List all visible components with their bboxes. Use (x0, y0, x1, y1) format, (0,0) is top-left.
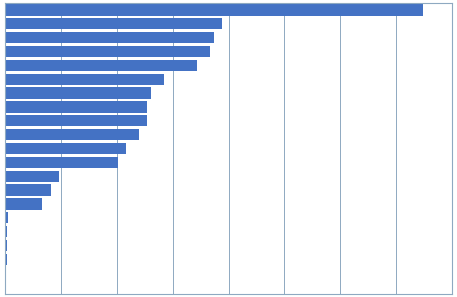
Bar (5, 32, 214, 43)
Bar (5, 240, 7, 251)
Bar (5, 115, 147, 127)
Bar (5, 184, 51, 196)
Bar (5, 268, 6, 279)
Bar (5, 170, 59, 182)
Bar (5, 4, 423, 15)
Bar (5, 143, 126, 154)
Bar (5, 212, 8, 223)
Bar (5, 157, 117, 168)
Bar (5, 254, 7, 265)
Bar (5, 101, 147, 113)
Bar (5, 74, 164, 85)
Bar (5, 46, 210, 57)
Bar (5, 198, 42, 210)
Bar (5, 226, 7, 237)
Bar (5, 18, 222, 29)
Bar (5, 60, 197, 71)
Bar (5, 129, 138, 140)
Bar (5, 282, 6, 293)
Bar (5, 87, 151, 99)
